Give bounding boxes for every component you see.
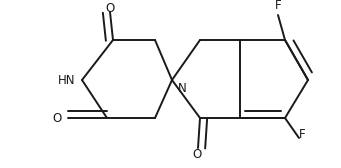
Text: F: F: [275, 0, 281, 12]
Text: O: O: [192, 148, 202, 161]
Text: F: F: [299, 129, 306, 141]
Text: O: O: [105, 2, 115, 15]
Text: O: O: [53, 112, 62, 124]
Text: HN: HN: [58, 74, 75, 87]
Text: N: N: [178, 82, 187, 95]
